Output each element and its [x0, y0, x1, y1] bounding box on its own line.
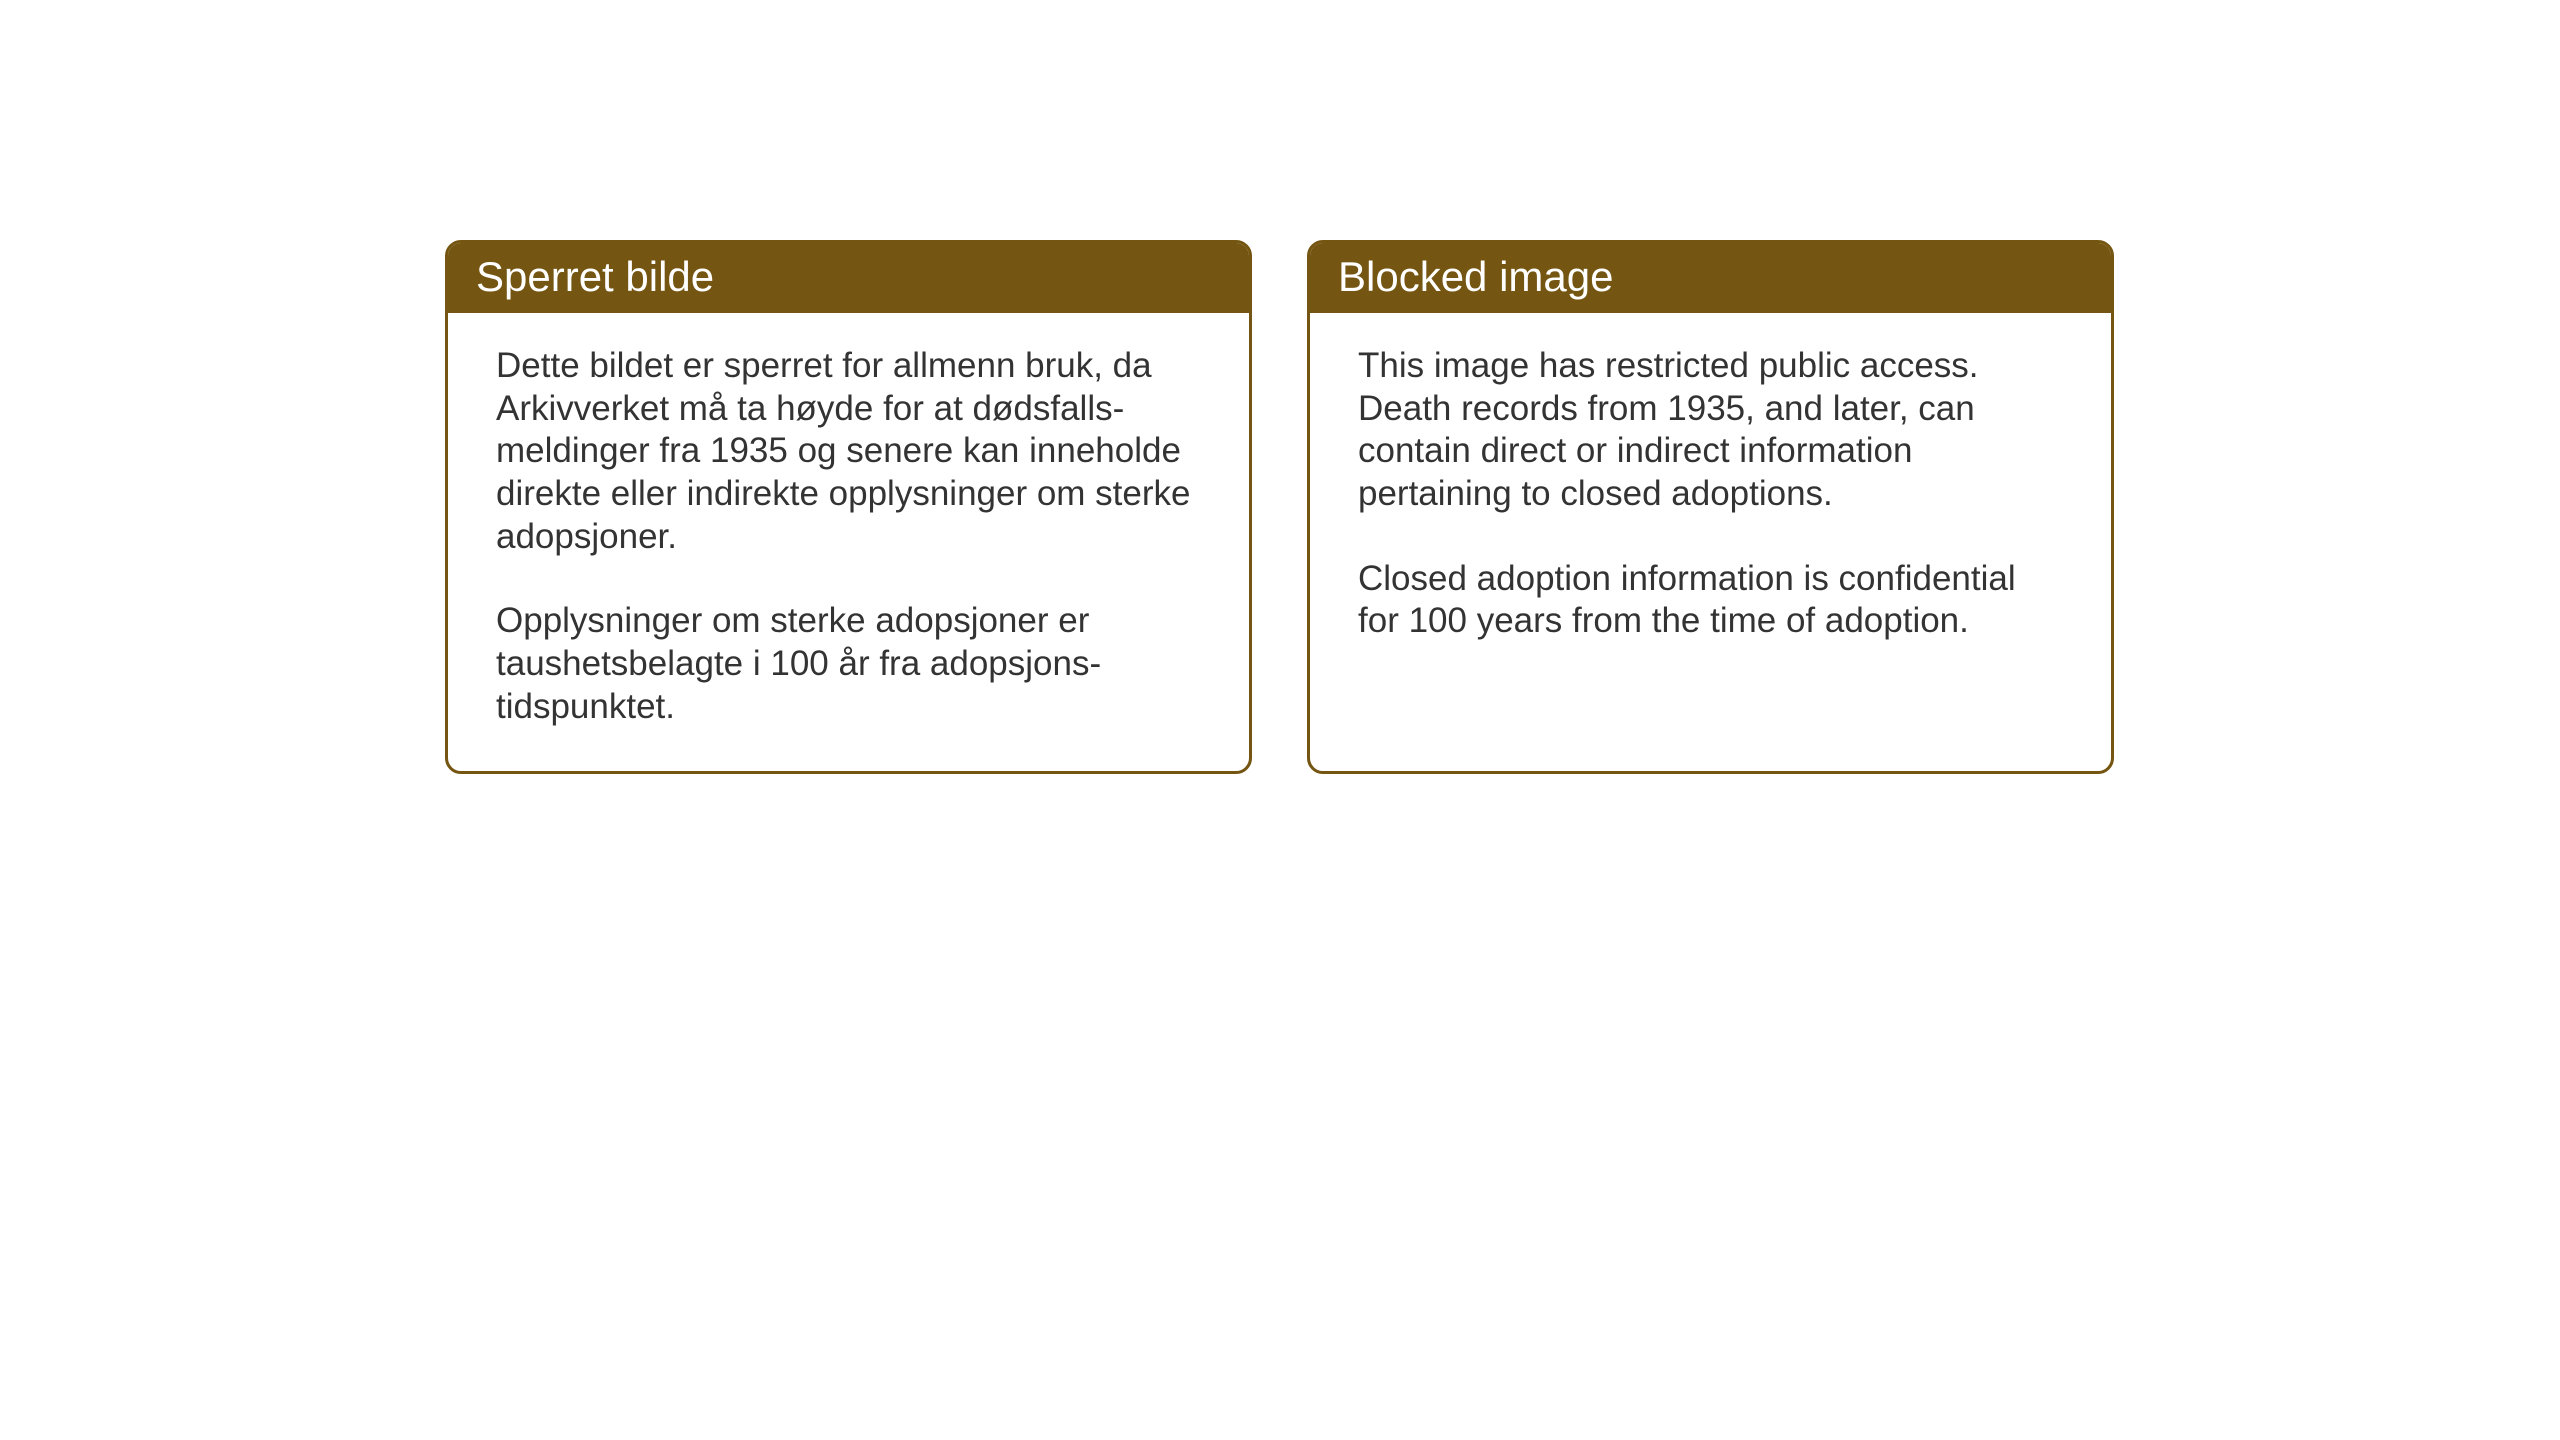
notice-card-english: Blocked image This image has restricted … — [1307, 240, 2114, 774]
notice-card-norwegian: Sperret bilde Dette bildet er sperret fo… — [445, 240, 1252, 774]
card-body-english: This image has restricted public access.… — [1310, 313, 2111, 685]
paragraph-text: This image has restricted public access.… — [1358, 345, 2063, 516]
paragraph-text: Closed adoption information is confident… — [1358, 558, 2063, 643]
paragraph-text: Opplysninger om sterke adopsjoner er tau… — [496, 600, 1201, 728]
card-body-norwegian: Dette bildet er sperret for allmenn bruk… — [448, 313, 1249, 771]
notice-container: Sperret bilde Dette bildet er sperret fo… — [445, 240, 2114, 774]
card-header-norwegian: Sperret bilde — [448, 243, 1249, 313]
card-title: Sperret bilde — [476, 253, 714, 300]
paragraph-text: Dette bildet er sperret for allmenn bruk… — [496, 345, 1201, 558]
card-header-english: Blocked image — [1310, 243, 2111, 313]
card-title: Blocked image — [1338, 253, 1613, 300]
